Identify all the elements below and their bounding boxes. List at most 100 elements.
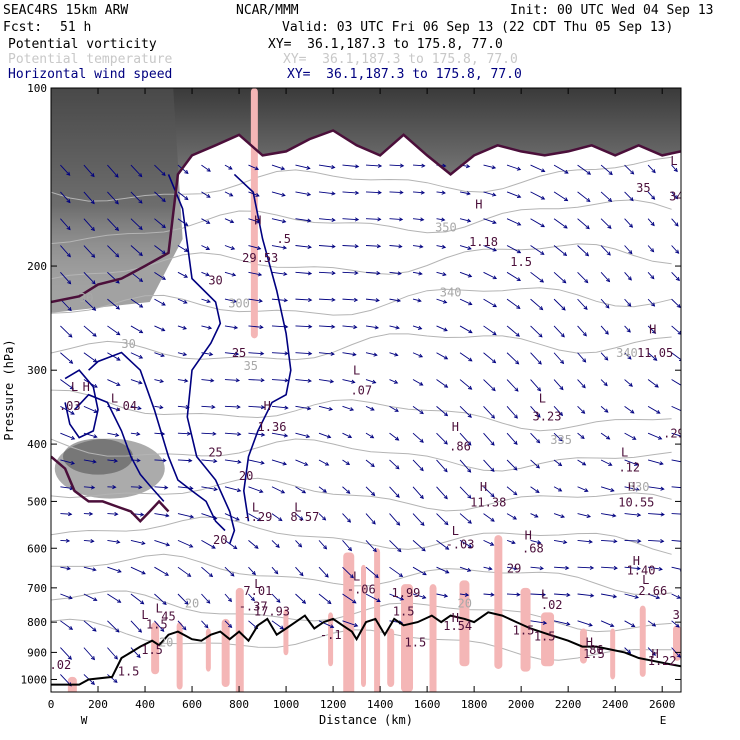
wind-vector-head bbox=[397, 271, 402, 276]
wind-vector bbox=[436, 593, 448, 597]
wind-vector bbox=[107, 593, 121, 603]
wind-vector-head bbox=[650, 275, 655, 280]
wind-vector-head bbox=[275, 543, 280, 548]
wind-vector bbox=[459, 459, 471, 473]
field-annotation: -.37 bbox=[239, 600, 268, 614]
wind-vector bbox=[647, 352, 657, 361]
wind-vector bbox=[154, 164, 166, 176]
wind-vector bbox=[647, 620, 656, 627]
wind-vector-head bbox=[183, 248, 189, 252]
field-annotation: H bbox=[480, 480, 487, 494]
wind-vector bbox=[506, 245, 521, 254]
wind-vector bbox=[248, 566, 256, 575]
wind-vector bbox=[365, 164, 382, 167]
wind-vector bbox=[224, 191, 233, 197]
wind-vector bbox=[412, 459, 424, 471]
theta-label: 30 bbox=[79, 291, 93, 305]
wind-vector bbox=[577, 620, 593, 626]
wind-vector bbox=[365, 513, 376, 525]
wind-speed-contour bbox=[64, 369, 99, 439]
wind-vector bbox=[107, 539, 120, 543]
wind-vector bbox=[530, 513, 539, 518]
wind-vector-head bbox=[93, 434, 98, 439]
wind-vector bbox=[600, 298, 610, 309]
wind-vector bbox=[412, 513, 425, 526]
wind-vector-head bbox=[255, 192, 260, 197]
wind-vector bbox=[154, 593, 167, 605]
wind-vector bbox=[83, 164, 95, 177]
wind-vector bbox=[107, 245, 119, 258]
wind-vector-head bbox=[229, 192, 234, 197]
wind-vector bbox=[83, 539, 94, 542]
wind-vector-head bbox=[441, 190, 446, 195]
wind-vector bbox=[601, 566, 618, 569]
wind-vector-head bbox=[369, 434, 375, 439]
wind-vector-head bbox=[613, 565, 618, 571]
wind-vector bbox=[506, 379, 519, 392]
wind-vector-head bbox=[557, 462, 563, 467]
wind-vector bbox=[483, 298, 497, 307]
wind-speed-contour bbox=[167, 174, 236, 545]
wind-vector bbox=[436, 379, 448, 388]
wind-vector-head bbox=[377, 217, 382, 222]
wind-vector-head bbox=[635, 487, 641, 492]
wind-vector-head bbox=[395, 465, 400, 470]
wind-vector-head bbox=[90, 656, 96, 661]
wind-vector bbox=[60, 245, 71, 258]
wind-vector bbox=[130, 405, 141, 410]
wind-vector bbox=[671, 459, 681, 463]
wind-vector-head bbox=[237, 459, 242, 464]
wind-vector-head bbox=[536, 413, 541, 418]
x-tick-label: 1200 bbox=[320, 698, 347, 711]
wind-vector bbox=[177, 459, 192, 462]
wind-vector bbox=[60, 164, 71, 176]
wind-vector-head bbox=[354, 217, 360, 222]
wind-vector-head bbox=[444, 521, 449, 526]
wind-vector-head bbox=[467, 543, 473, 548]
wind-vector-head bbox=[659, 461, 664, 466]
wind-vector bbox=[154, 405, 163, 409]
wind-vector bbox=[647, 298, 655, 307]
wind-vector bbox=[412, 271, 422, 275]
wind-vector-head bbox=[630, 409, 635, 414]
wind-vector-head bbox=[185, 405, 190, 410]
wind-vector-head bbox=[513, 414, 518, 419]
field-annotation: 1.36 bbox=[258, 420, 287, 434]
wind-vector-head bbox=[607, 224, 612, 229]
wind-vector-head bbox=[376, 271, 381, 276]
wind-vector-head bbox=[231, 272, 237, 277]
wind-vector-head bbox=[284, 351, 289, 356]
wind-vector-head bbox=[560, 333, 565, 338]
wind-vector bbox=[154, 218, 166, 228]
wind-vector-head bbox=[306, 192, 312, 197]
wind-vector bbox=[647, 245, 654, 253]
wind-vector bbox=[318, 325, 335, 328]
wind-vector-head bbox=[331, 244, 336, 249]
wind-vector-head bbox=[184, 222, 189, 227]
pv-contour-tropopause bbox=[51, 129, 681, 304]
wind-vector-head bbox=[684, 461, 687, 464]
wind-vector bbox=[107, 191, 119, 205]
wind-vector-head bbox=[117, 568, 122, 573]
wind-vector bbox=[224, 486, 241, 492]
wind-vector bbox=[671, 218, 679, 227]
wind-vector bbox=[295, 405, 311, 410]
wind-vector bbox=[342, 245, 359, 247]
wind-vector bbox=[83, 272, 96, 285]
wind-vector-head bbox=[467, 273, 473, 278]
wind-vector-head bbox=[516, 194, 522, 199]
wind-vector-head bbox=[165, 542, 171, 547]
wind-vector bbox=[130, 593, 144, 605]
wind-vector-head bbox=[331, 324, 336, 329]
wind-vector bbox=[224, 540, 237, 549]
shaded-region bbox=[520, 587, 531, 672]
shaded-region bbox=[205, 628, 211, 672]
wind-vector bbox=[107, 271, 120, 284]
wind-vector-head bbox=[374, 574, 379, 579]
wind-vector bbox=[318, 513, 326, 521]
wind-vector bbox=[201, 593, 211, 604]
wind-vector bbox=[554, 593, 570, 596]
wind-vector bbox=[83, 459, 96, 463]
wind-vector bbox=[318, 164, 335, 168]
field-annotation: 1.5 bbox=[146, 617, 168, 631]
